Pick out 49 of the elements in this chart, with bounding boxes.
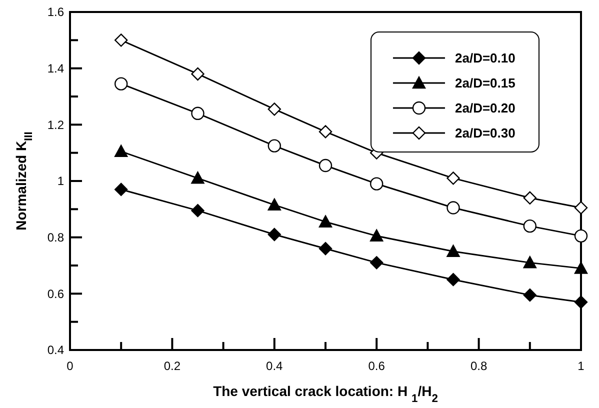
y-tick-label: 1.4 [47, 62, 64, 76]
legend-label: 2a/D=0.10 [455, 50, 516, 66]
point [191, 204, 204, 218]
point [446, 201, 460, 214]
point [268, 198, 281, 211]
y-tick-label: 0.4 [47, 343, 64, 358]
point [446, 272, 460, 286]
x-axis-title: The vertical crack location: H $_{1}$/H$_{2}$ [213, 383, 438, 405]
y-tick-label: 1.2 [47, 118, 64, 132]
point [446, 172, 460, 185]
x-tick-label: 0.2 [164, 359, 181, 373]
point [114, 34, 128, 47]
x-tick-label: 1 [578, 359, 585, 373]
point [574, 262, 588, 274]
point [191, 172, 204, 184]
legend-label: 2a/D=0.20 [455, 100, 516, 116]
y-tick-label: 0.8 [47, 230, 64, 245]
point [114, 182, 128, 196]
point [114, 144, 128, 158]
x-tick-label: 0.8 [470, 359, 488, 373]
point [268, 102, 281, 116]
point [318, 125, 332, 138]
x-tick-label: 0.4 [266, 359, 284, 373]
point [191, 67, 204, 81]
point [268, 228, 281, 242]
point [318, 242, 332, 256]
point [523, 191, 536, 204]
point [523, 256, 536, 268]
y-tick-label: 1.6 [47, 5, 64, 20]
x-tick-label: 0 [66, 359, 74, 373]
legend-label: 2a/D=0.30 [455, 126, 516, 141]
point [446, 244, 460, 258]
point [574, 201, 588, 214]
point [114, 77, 128, 90]
point [318, 158, 332, 172]
y-tick-label: 0.6 [47, 286, 64, 301]
y-tick-label: 1 [57, 174, 64, 188]
point [268, 139, 281, 152]
point [523, 219, 536, 233]
point [370, 177, 384, 190]
point [370, 256, 384, 270]
point [574, 296, 588, 309]
x-tick-label: 0.6 [368, 359, 386, 373]
point [370, 229, 384, 242]
point [523, 288, 536, 302]
point [191, 106, 204, 120]
point [574, 229, 588, 243]
point [318, 215, 332, 228]
legend-label: 2a/D=0.15 [455, 76, 516, 91]
